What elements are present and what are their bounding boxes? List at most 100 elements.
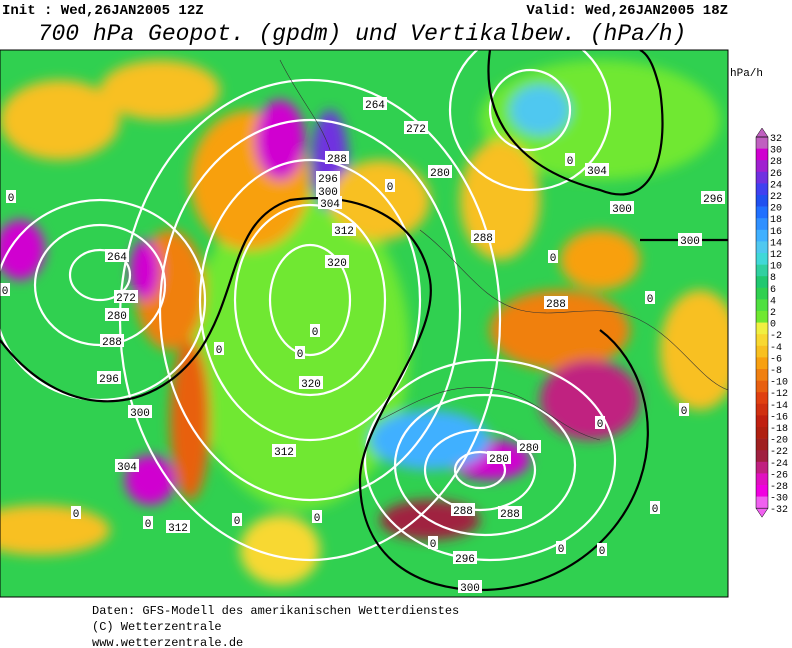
contour-label: 312 [274,447,294,459]
contour-label: 280 [430,168,450,180]
colorbar-segment [756,415,768,428]
colorbar-segment [756,345,768,358]
contour-label: 0 [387,182,394,194]
colorbar-segment [756,276,768,289]
colorbar-segment [756,461,768,474]
contour-label: 280 [519,443,539,455]
contour-label-box [517,440,541,453]
colorbar-tick-label: -8 [770,366,782,377]
contour-label: 272 [116,293,136,305]
colorbar-tick-label: 6 [770,285,776,296]
colorbar-tick-label: -28 [770,482,788,493]
contour-label: 0 [8,193,15,205]
colorbar-tick-label: 14 [770,238,782,249]
contour-label: 272 [406,124,426,136]
contour-label: 0 [567,156,574,168]
colorbar-segment [756,427,768,439]
colorbar-tick-label: 24 [770,180,782,191]
contour-label: 300 [680,236,700,248]
geopotential-contours [0,50,617,562]
contour-label-box [610,201,634,214]
contour-label-box [316,171,340,184]
colorbar-tick-label: 12 [770,250,782,261]
contour-label: 296 [318,174,338,186]
colorbar-tick-label: -14 [770,401,788,412]
map: 264 272 288 296 300 304 312 320 280 304 300 296 300 2… [0,50,728,597]
colorbar-segment [756,253,768,265]
contour-label-box [487,451,511,464]
contour-label-box [498,506,522,519]
contour-label-box [318,196,342,209]
colorbar-segment [756,357,768,370]
colorbar-segment [756,392,768,405]
contour-label: 0 [597,419,604,431]
footer-line: (C) Wetterzentrale [92,620,222,634]
colorbar-tick-label: -2 [770,331,782,342]
contour-label: 300 [460,583,480,595]
colorbar-tick-label: -32 [770,505,788,516]
contour-label-box [0,283,10,296]
contour-label: 0 [550,253,557,265]
contour-label-box [585,163,609,176]
contour-label: 0 [216,345,223,357]
colorbar: 32302826242220181614121086420-2-4-6-8-10… [755,127,788,518]
contour-label-box [404,121,428,134]
contour-label: 288 [473,233,493,245]
contour-label: 320 [301,379,321,391]
coastlines [279,59,728,441]
colorbar-segment [756,473,768,486]
footer-line: Daten: GFS-Modell des amerikanischen Wet… [92,604,459,618]
contour-label: 0 [647,294,654,306]
colorbar-tick-label: 32 [770,134,782,145]
contour-label: 280 [489,454,509,466]
contour-label: 264 [107,252,127,264]
colorbar-segment [756,334,768,347]
colorbar-segment [756,137,768,149]
contour-label: 304 [587,166,607,178]
contour-label-box [6,190,16,203]
footer-line: www.wetterzentrale.de [92,636,243,648]
contour-label: 0 [297,349,304,361]
contour-label: 0 [681,406,688,418]
colorbar-segment [756,380,768,393]
contour-label-box [548,250,558,263]
contour-label-box [128,405,152,418]
colorbar-segment [756,450,768,463]
contour-label-box [451,503,475,516]
contour-label-box [166,520,190,533]
contour-label: 0 [145,519,152,531]
contour-label-box [272,444,296,457]
contour-label-box [114,290,138,303]
colorbar-tick-label: -30 [770,494,788,505]
colorbar-segment [756,218,768,231]
colorbar-tick-label: -22 [770,447,788,458]
colorbar-segment [756,311,768,323]
colorbar-segment [756,229,768,242]
contour-label-box [428,536,438,549]
contour-label: 288 [546,299,566,311]
contour-label: 304 [117,462,137,474]
colorbar-segment [756,195,768,207]
colorbar-segment [756,148,768,161]
colorbar-segment [756,369,768,381]
contour-label-box [701,191,725,204]
contour-label-box [232,513,242,526]
colorbar-tick-label: 0 [770,320,776,331]
colorbar-segment [756,485,768,497]
contour-label: 0 [314,513,321,525]
contour-label: 288 [453,506,473,518]
contour-label: 0 [558,544,565,556]
colorbar-tick-label: 30 [770,146,782,157]
contour-label-box [316,184,340,197]
contour-label: 0 [652,504,659,516]
colorbar-tick-label: -12 [770,389,788,400]
colorbar-segment [756,160,768,173]
contour-labels: 264 272 288 296 300 304 312 320 280 304 300 296 300 2… [0,97,725,595]
contour-label: 264 [365,100,385,112]
colorbar-tick-label: 2 [770,308,776,319]
contour-label-box [471,230,495,243]
contour-label-box [214,342,224,355]
contour-label-box [595,416,605,429]
colorbar-arrow [755,127,769,138]
colorbar-tick-label: -20 [770,436,788,447]
